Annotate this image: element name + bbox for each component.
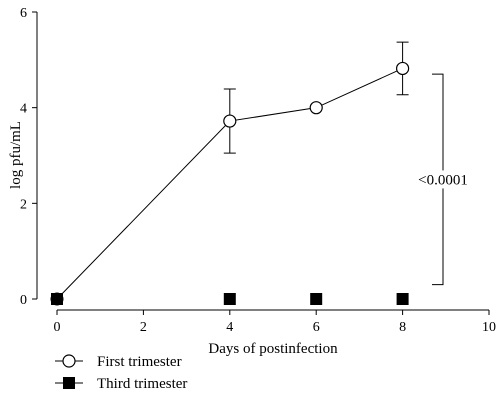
annotation-layer: <0.0001 xyxy=(413,73,473,286)
y-axis-title: log pfu/mL xyxy=(8,121,24,189)
x-tick-label: 10 xyxy=(482,320,496,335)
series-2 xyxy=(51,293,409,305)
legend: First trimester Third trimester xyxy=(55,354,187,392)
y-axis: 0 2 4 6 xyxy=(20,6,38,308)
data-point xyxy=(51,293,63,305)
y-tick-label: 4 xyxy=(20,102,27,117)
x-axis: 0 2 4 6 8 10 xyxy=(54,309,496,335)
data-point xyxy=(396,293,409,305)
data-point xyxy=(309,101,323,115)
x-axis-title: Days of postinfection xyxy=(208,341,338,357)
data-point xyxy=(396,61,410,76)
series-line xyxy=(56,67,403,300)
x-tick-label: 8 xyxy=(399,320,406,335)
y-tick-label: 6 xyxy=(20,6,27,21)
y-tick-label: 2 xyxy=(20,197,27,212)
y-tick-label: 0 xyxy=(20,293,27,308)
legend-item: Third trimester xyxy=(55,376,187,392)
significance-label: <0.0001 xyxy=(418,172,468,188)
series-layer xyxy=(50,41,410,306)
legend-label: First trimester xyxy=(97,354,182,370)
x-tick-label: 2 xyxy=(140,320,147,335)
legend-item: First trimester xyxy=(55,354,182,370)
x-tick-label: 0 xyxy=(54,320,61,335)
data-point xyxy=(310,293,323,305)
x-tick-label: 6 xyxy=(313,320,320,335)
series-1 xyxy=(50,41,410,306)
legend-marker xyxy=(63,377,75,389)
legend-label: Third trimester xyxy=(97,376,187,392)
x-tick-label: 4 xyxy=(226,320,233,335)
data-point xyxy=(223,114,237,128)
legend-marker xyxy=(62,354,76,368)
data-point xyxy=(223,293,236,305)
significance-label-background xyxy=(413,170,473,189)
